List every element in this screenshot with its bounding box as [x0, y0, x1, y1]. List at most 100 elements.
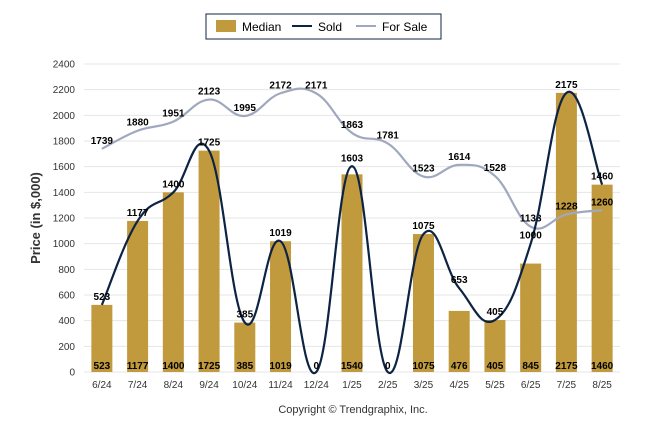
median-value-label: 1019 [269, 361, 292, 372]
x-tick-label: 3/25 [414, 380, 434, 391]
for-sale-value-label: 1523 [412, 164, 435, 175]
sold-value-label: 1725 [198, 138, 221, 149]
for-sale-value-label: 1863 [341, 120, 364, 131]
for-sale-value-label: 1995 [234, 103, 257, 114]
for-sale-line [101, 87, 603, 230]
median-bar [520, 263, 542, 372]
median-value-label: 1460 [591, 361, 614, 372]
for-sale-value-label: 2123 [198, 87, 221, 98]
x-tick-label: 12/24 [304, 380, 329, 391]
x-tick-label: 8/25 [592, 380, 612, 391]
median-value-label: 1400 [162, 361, 185, 372]
median-value-label: 476 [451, 361, 468, 372]
median-bar [234, 322, 256, 372]
y-tick-label: 1400 [53, 188, 76, 199]
legend-sold-label: Sold [318, 20, 342, 34]
for-sale-value-label: 2171 [305, 80, 328, 91]
median-value-label: 1075 [412, 361, 435, 372]
median-bar [198, 150, 220, 372]
for-sale-value-label: 1133 [520, 214, 542, 225]
median-bar [270, 241, 292, 372]
median-bar [555, 92, 577, 372]
y-tick-label: 200 [58, 342, 75, 353]
bar-value-labels: 523 1177 1400 1725 385 1019 0 1540 0 1075 476 405 84… [94, 361, 614, 372]
sold-value-label: 1000 [520, 231, 543, 242]
median-bars [91, 92, 613, 372]
y-tick-label: 0 [69, 368, 75, 379]
median-value-label: 1725 [198, 361, 221, 372]
x-axis-ticks: 6/24 7/24 8/24 9/24 10/24 11/24 12/24 1/25 2/25 3… [92, 380, 612, 391]
for-sale-value-label: 2172 [269, 80, 292, 91]
x-tick-label: 10/24 [232, 380, 257, 391]
sold-value-label: 385 [236, 310, 253, 321]
median-value-label: 0 [385, 361, 391, 372]
x-tick-label: 2/25 [378, 380, 398, 391]
median-value-label: 523 [94, 361, 111, 372]
median-value-label: 1540 [341, 361, 364, 372]
for-sale-value-label: 1739 [91, 136, 114, 147]
y-axis-label: Price (in $,000) [28, 172, 43, 264]
sold-value-label: 1177 [127, 208, 149, 219]
sold-value-label: 405 [487, 307, 504, 318]
y-tick-label: 600 [58, 291, 75, 302]
x-tick-label: 8/24 [164, 380, 184, 391]
median-value-label: 1177 [127, 361, 149, 372]
x-tick-label: 4/25 [449, 380, 469, 391]
median-bar [412, 234, 434, 372]
median-bar [591, 184, 613, 372]
y-tick-label: 800 [58, 265, 75, 276]
legend: Median Sold For Sale [205, 13, 442, 40]
median-value-label: 385 [236, 361, 253, 372]
sold-value-label: 2175 [555, 80, 578, 91]
sold-series: 523 1177 1400 1725 385 1019 1603 1075 653 405 1000… [94, 80, 614, 375]
median-value-label: 845 [522, 361, 539, 372]
x-tick-label: 7/25 [557, 380, 577, 391]
sold-line [100, 90, 604, 375]
for-sale-value-label: 1951 [162, 109, 185, 120]
sold-value-label: 1460 [591, 172, 614, 183]
x-tick-label: 1/25 [342, 380, 362, 391]
legend-median-swatch [216, 20, 236, 32]
median-value-label: 2175 [555, 361, 578, 372]
x-tick-label: 5/25 [485, 380, 505, 391]
for-sale-value-label: 1880 [126, 118, 149, 129]
y-tick-label: 1200 [53, 214, 76, 225]
copyright-text: Copyright © Trendgraphix, Inc. [278, 404, 427, 416]
median-bar [162, 192, 184, 372]
median-bar [448, 310, 470, 372]
y-tick-label: 400 [58, 316, 75, 327]
y-tick-label: 2400 [53, 60, 76, 71]
y-tick-label: 2000 [53, 111, 76, 122]
y-tick-label: 2200 [53, 85, 76, 96]
x-tick-label: 6/24 [92, 380, 112, 391]
sold-value-label: 653 [451, 275, 468, 286]
y-tick-label: 1600 [53, 162, 76, 173]
for-sale-value-label: 1228 [555, 201, 578, 212]
legend-for-sale-label: For Sale [382, 20, 428, 34]
for-sale-value-label: 1528 [484, 163, 507, 174]
sold-value-label: 1075 [412, 221, 435, 232]
x-tick-label: 9/24 [199, 380, 219, 391]
x-tick-label: 11/24 [268, 380, 293, 391]
median-bar [484, 320, 506, 372]
for-sale-value-label: 1260 [591, 197, 614, 208]
sold-value-label: 1400 [162, 179, 185, 190]
for-sale-value-label: 1614 [448, 152, 471, 163]
median-bar [91, 304, 113, 372]
x-tick-label: 6/25 [521, 380, 541, 391]
y-tick-label: 1800 [53, 137, 76, 148]
sold-value-label: 1603 [341, 153, 364, 164]
y-axis-ticks: 0 200 400 600 800 1000 1200 1400 1600 1800 2000 220… [53, 60, 76, 379]
sold-value-label: 523 [94, 292, 111, 303]
x-tick-label: 7/24 [128, 380, 148, 391]
median-bar [127, 220, 149, 372]
median-bar [341, 174, 363, 372]
legend-median-label: Median [242, 20, 281, 34]
median-value-label: 0 [313, 361, 319, 372]
sold-value-label: 1019 [269, 228, 292, 239]
for-sale-series: 1739 1880 1951 2123 1995 2172 2171 1863 1781 1523… [91, 80, 614, 230]
median-value-label: 405 [487, 361, 504, 372]
legend-box [205, 13, 442, 40]
y-tick-label: 1000 [53, 239, 76, 250]
